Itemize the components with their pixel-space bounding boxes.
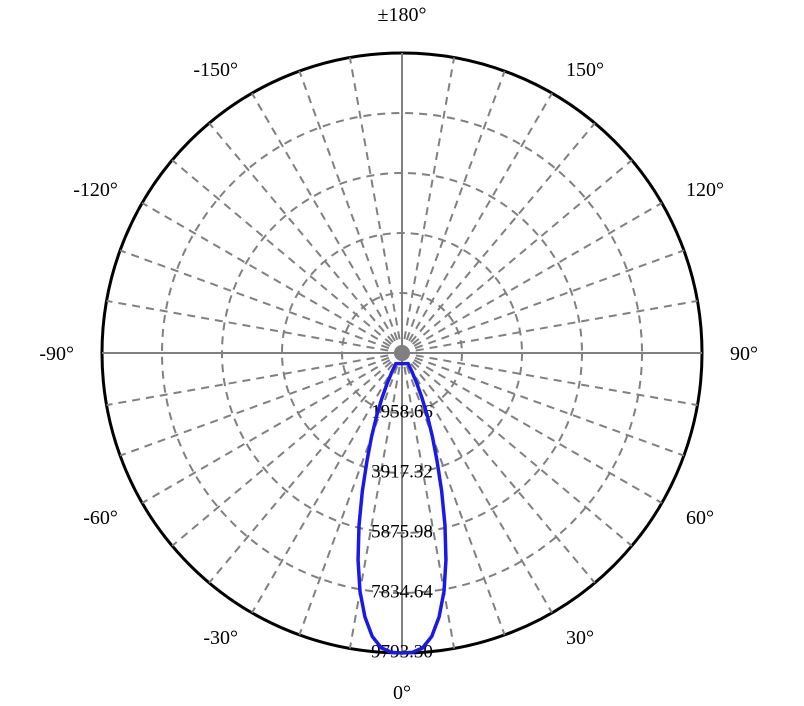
polar-chart: ±180° -150° -120° -90° -60° -30° 0° 30° 60° 90° 12… xyxy=(0,0,804,706)
grid-spoke xyxy=(402,353,697,405)
angle-label: -30° xyxy=(203,627,238,649)
radial-label: 7834.64 xyxy=(371,581,433,602)
angle-label: 120° xyxy=(686,179,724,201)
angle-label: 0° xyxy=(393,682,411,704)
angle-label: 90° xyxy=(730,343,758,365)
grid-spoke xyxy=(350,353,402,648)
grid-spoke xyxy=(107,353,402,405)
grid-spoke xyxy=(120,353,402,456)
angle-label: 60° xyxy=(686,507,714,529)
grid-spoke xyxy=(107,301,402,353)
grid-spoke xyxy=(402,353,454,648)
angle-label: ±180° xyxy=(378,4,427,26)
angle-label: -90° xyxy=(39,343,74,365)
angle-label: 30° xyxy=(566,627,594,649)
grid-spoke xyxy=(120,250,402,353)
grid-spoke xyxy=(402,58,454,353)
angle-label: -60° xyxy=(83,507,118,529)
angle-label: 150° xyxy=(566,59,604,81)
grid-spoke xyxy=(402,301,697,353)
grid-spoke xyxy=(350,58,402,353)
radial-label: 5875.98 xyxy=(371,521,433,542)
grid-spoke xyxy=(299,71,402,353)
angle-label: -120° xyxy=(73,179,118,201)
center-dot xyxy=(397,348,407,358)
angle-label: -150° xyxy=(193,59,238,81)
radial-label: 3917.32 xyxy=(371,461,433,482)
grid-spoke xyxy=(402,71,505,353)
